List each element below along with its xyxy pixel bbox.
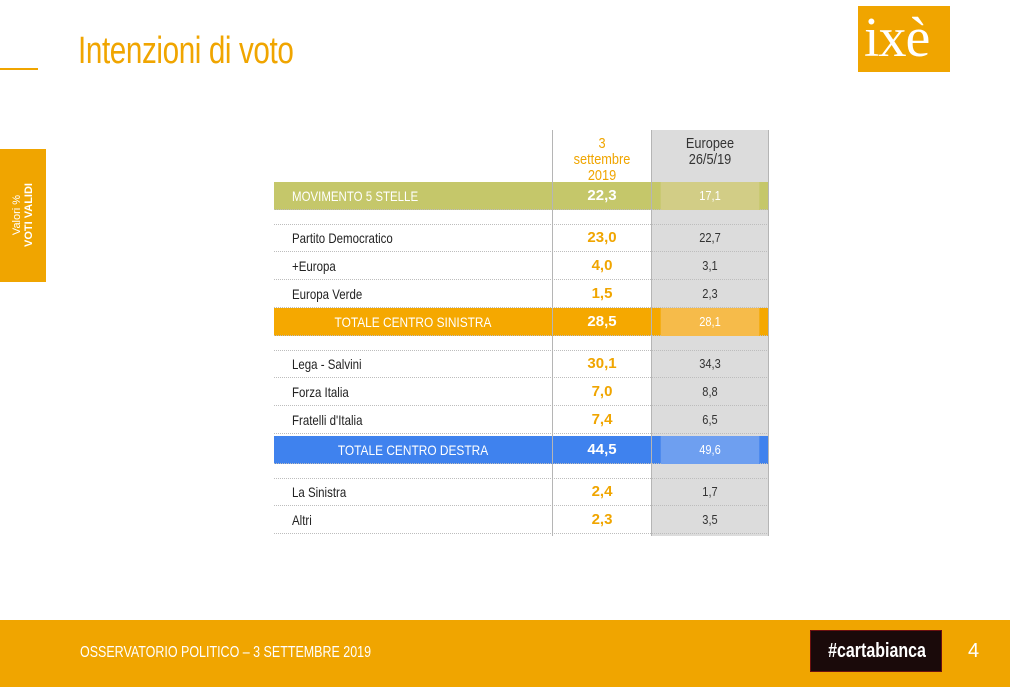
row-name: Altri bbox=[292, 512, 312, 528]
row-value-sept: 22,3 bbox=[587, 187, 617, 204]
row-name: TOTALE CENTRO DESTRA bbox=[337, 442, 489, 458]
row-value-sept: 30,1 bbox=[587, 355, 617, 372]
row-value-sept: 1,5 bbox=[591, 285, 613, 302]
row-value-europee: 3,1 bbox=[702, 258, 718, 273]
table-row-totale-centro-destra: TOTALE CENTRO DESTRA 44,5 49,6 bbox=[274, 436, 769, 464]
ixe-logo: ixè bbox=[858, 6, 950, 72]
row-value-europee: 49,6 bbox=[660, 436, 760, 464]
table-row-forza-italia: Forza Italia 7,0 8,8 bbox=[274, 378, 769, 406]
table-row-europa-verde: Europa Verde 1,5 2,3 bbox=[274, 280, 769, 308]
row-value-europee: 22,7 bbox=[699, 230, 721, 245]
row-value-sept: 23,0 bbox=[587, 229, 617, 246]
row-name: La Sinistra bbox=[292, 484, 347, 500]
side-tab: Valori % VOTI VALIDI bbox=[0, 149, 46, 282]
page-title: Intenzioni di voto bbox=[78, 30, 294, 72]
cartabianca-text: #cartabianca bbox=[828, 640, 926, 662]
row-value-sept: 2,3 bbox=[591, 511, 613, 528]
column-divider bbox=[768, 130, 769, 536]
row-value-sept: 28,5 bbox=[587, 313, 617, 330]
row-value-europee: 17,1 bbox=[660, 182, 760, 210]
row-value-europee: 1,7 bbox=[702, 484, 718, 499]
row-name: Partito Democratico bbox=[292, 230, 393, 246]
side-tab-text: Valori % VOTI VALIDI bbox=[11, 155, 35, 275]
row-name: MOVIMENTO 5 STELLE bbox=[292, 188, 419, 204]
table-row-piu-europa: +Europa 4,0 3,1 bbox=[274, 252, 769, 280]
row-gap bbox=[274, 464, 769, 479]
row-value-sept: 7,4 bbox=[591, 411, 613, 428]
row-value-europee: 34,3 bbox=[699, 356, 721, 371]
row-name: Lega - Salvini bbox=[292, 356, 362, 372]
row-value-sept: 2,4 bbox=[591, 483, 613, 500]
row-value-europee: 28,1 bbox=[660, 308, 760, 336]
vote-table: 3 settembre 2019 Europee 26/5/19 MOVIMEN… bbox=[274, 130, 769, 536]
row-name: Forza Italia bbox=[292, 384, 349, 400]
row-value-europee: 8,8 bbox=[702, 384, 718, 399]
row-name: Fratelli d'Italia bbox=[292, 412, 363, 428]
footer-text: OSSERVATORIO POLITICO – 3 SETTEMBRE 2019 bbox=[80, 644, 372, 661]
table-row-m5s: MOVIMENTO 5 STELLE 22,3 17,1 bbox=[274, 182, 769, 210]
table-row-lega: Lega - Salvini 30,1 34,3 bbox=[274, 350, 769, 378]
row-gap bbox=[274, 210, 769, 225]
cartabianca-badge: #cartabianca bbox=[810, 630, 942, 672]
row-value-europee: 6,5 bbox=[702, 412, 718, 427]
table-row-la-sinistra: La Sinistra 2,4 1,7 bbox=[274, 478, 769, 506]
title-rule bbox=[0, 68, 38, 70]
row-name: TOTALE CENTRO SINISTRA bbox=[334, 314, 492, 330]
table-row-altri: Altri 2,3 3,5 bbox=[274, 506, 769, 534]
side-tab-line2: VOTI VALIDI bbox=[23, 183, 35, 247]
col-header-europee-line1: Europee bbox=[685, 135, 735, 152]
footer-bar: OSSERVATORIO POLITICO – 3 SETTEMBRE 2019… bbox=[0, 620, 1010, 687]
row-name: +Europa bbox=[292, 258, 336, 274]
side-tab-line1: Valori % bbox=[11, 194, 23, 236]
logo-text: ixè bbox=[864, 7, 930, 69]
row-name: Europa Verde bbox=[292, 286, 363, 302]
col-header-sept: 3 settembre 2019 bbox=[560, 136, 643, 184]
row-gap bbox=[274, 336, 769, 351]
row-value-europee: 2,3 bbox=[702, 286, 718, 301]
column-divider bbox=[651, 130, 652, 536]
table-row-totale-centro-sinistra: TOTALE CENTRO SINISTRA 28,5 28,1 bbox=[274, 308, 769, 336]
col-header-sept-text: 3 settembre 2019 bbox=[573, 135, 631, 184]
page-number: 4 bbox=[968, 640, 980, 662]
column-divider bbox=[552, 130, 553, 536]
row-value-sept: 7,0 bbox=[591, 383, 613, 400]
table-row-fratelli-italia: Fratelli d'Italia 7,4 6,5 bbox=[274, 406, 769, 434]
col-header-europee-line2: 26/5/19 bbox=[688, 151, 732, 168]
row-value-europee: 3,5 bbox=[702, 512, 718, 527]
table-row-pd: Partito Democratico 23,0 22,7 bbox=[274, 224, 769, 252]
row-value-sept: 4,0 bbox=[591, 257, 613, 274]
col-header-europee: Europee 26/5/19 bbox=[661, 136, 760, 168]
row-value-sept: 44,5 bbox=[587, 441, 617, 458]
